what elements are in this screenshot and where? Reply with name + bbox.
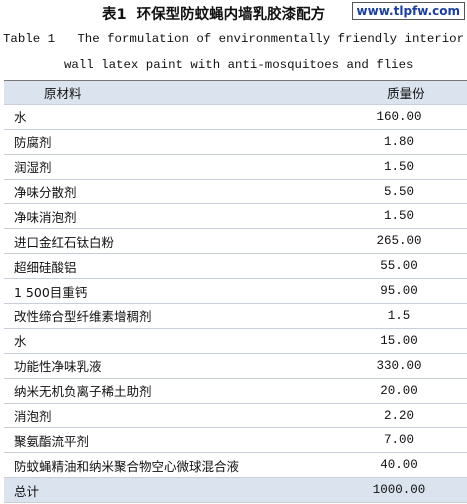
- material-cell: 净味分散剂: [14, 185, 77, 200]
- material-cell: 聚氨酯流平剂: [14, 433, 90, 449]
- material-cell: 水: [14, 110, 27, 126]
- watermark: www.tlpfw.com: [351, 2, 465, 20]
- amount-cell: 1000.00: [372, 483, 426, 498]
- material-cell: 防蚊蝇精油和纳米聚合物空心微球混合液: [14, 458, 240, 474]
- header-cell: 质量份: [387, 85, 425, 101]
- table-row: 水 15.00: [4, 329, 467, 354]
- material-cell: 纳米无机负离子稀土助剂: [14, 384, 152, 400]
- material-cell: 消泡剂: [14, 409, 52, 425]
- amount-cell: 330.00: [376, 358, 422, 373]
- material-cell: 功能性净味乳液: [14, 359, 102, 375]
- amount-cell: 95.00: [380, 284, 418, 299]
- table-row: 净味消泡剂 1.50: [4, 204, 467, 230]
- amount-cell: 7.00: [383, 433, 414, 448]
- caption-line: wall latex paint with anti-mosquitoes an…: [64, 58, 414, 72]
- material-cell: 润湿剂: [14, 160, 52, 176]
- amount-cell: 15.00: [380, 333, 418, 348]
- material-cell: 水: [14, 334, 27, 350]
- caption-line: Table 1 The formulation of environmental…: [3, 32, 465, 46]
- material-cell: 超细硅酸铝: [14, 259, 77, 275]
- amount-cell: 1.80: [383, 134, 414, 149]
- table-row: 总计 1000.00: [4, 478, 467, 504]
- table-row: 纳米无机负离子稀土助剂 20.00: [4, 379, 467, 404]
- table: 原材料 质量份 水 160.00 防腐剂 1.80 润湿剂 1.50 净味分散剂 5.50 净味…: [4, 80, 467, 504]
- table-row: 超细硅酸铝 55.00: [4, 254, 467, 280]
- amount-cell: 265.00: [376, 234, 422, 249]
- amount-cell: 160.00: [376, 109, 422, 124]
- amount-cell: 1.5: [387, 308, 411, 323]
- table-row: 消泡剂 2.20: [4, 404, 467, 429]
- table-row: 功能性净味乳液 330.00: [4, 354, 467, 379]
- header-cell: 原材料: [44, 85, 82, 101]
- amount-cell: 1.50: [383, 159, 414, 174]
- material-cell: 净味消泡剂: [14, 209, 77, 225]
- amount-cell: 5.50: [383, 184, 414, 199]
- amount-cell: 55.00: [380, 259, 418, 274]
- amount-cell: 1.50: [383, 209, 414, 224]
- material-cell: 防腐剂: [14, 135, 52, 151]
- table-row: 1 500目重钙 95.00: [4, 279, 467, 305]
- material-cell: 进口金红石钛白粉: [14, 234, 115, 250]
- table-row: 改性缔合型纤维素增稠剂 1.5: [4, 304, 467, 329]
- amount-cell: 40.00: [380, 458, 418, 473]
- table-row: 聚氨酯流平剂 7.00: [4, 428, 467, 454]
- table-row: 净味分散剂 5.50: [4, 180, 467, 205]
- table-row: 润湿剂 1.50: [4, 155, 467, 180]
- amount-cell: 2.20: [383, 408, 414, 423]
- title: 表1 环保型防蚊蝇内墙乳胶漆配方: [102, 7, 326, 23]
- table-row: 防腐剂 1.80: [4, 130, 467, 155]
- material-cell: 改性缔合型纤维素增稠剂: [14, 309, 152, 325]
- material-cell: 1 500目重钙: [14, 284, 88, 300]
- amount-cell: 20.00: [380, 383, 418, 398]
- table-row: 防蚊蝇精油和纳米聚合物空心微球混合液 40.00: [4, 453, 467, 479]
- table-header: 原材料 质量份: [4, 80, 467, 105]
- table-row: 水 160.00: [4, 105, 467, 130]
- material-cell: 总计: [14, 483, 40, 499]
- table-row: 进口金红石钛白粉 265.00: [4, 229, 467, 255]
